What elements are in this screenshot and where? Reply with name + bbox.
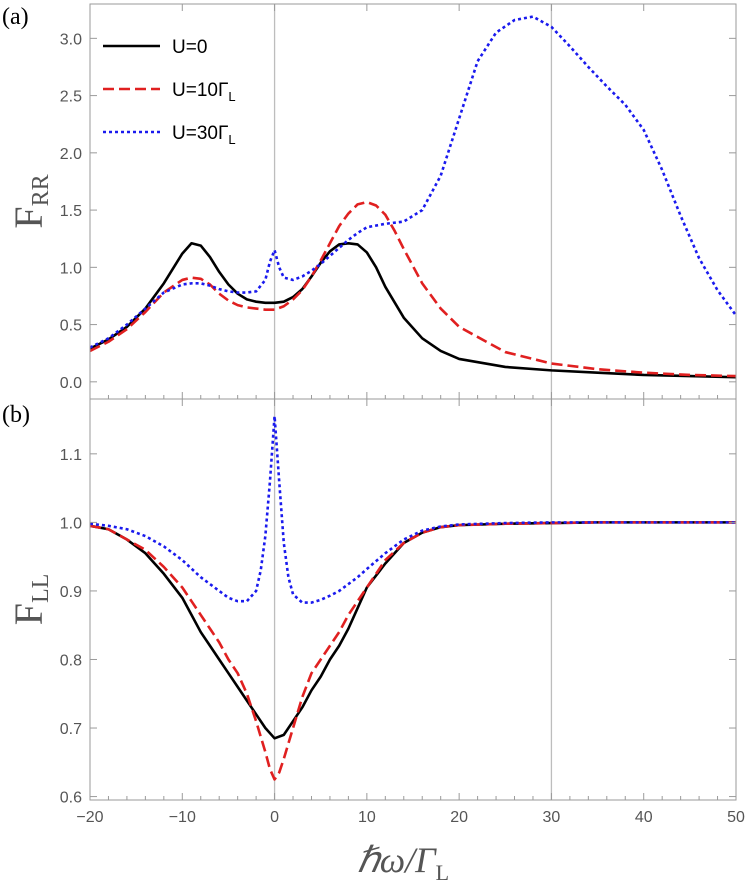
panel-b-series-2 xyxy=(89,414,736,604)
panel-b-series-1 xyxy=(89,521,736,781)
panel-a: (a) 0.0 0.5 1.0 1.5 2.0 2.5 3.0 FRR U=0 U=10ΓL… xyxy=(2,3,738,400)
x-axis-title: ℏω/ΓL xyxy=(357,840,449,885)
x-tick-label: 10 xyxy=(358,809,376,826)
panel-a-legend: U=0 U=10ΓL U=30ΓL xyxy=(103,37,236,147)
x-tick-label: 40 xyxy=(635,809,653,826)
panel-b-y-tick-label: 1.1 xyxy=(60,447,82,464)
panel-b-y-tick-label: 0.8 xyxy=(60,652,82,669)
panel-a-series-2 xyxy=(89,15,738,349)
panel-a-y-tick-label: 1.0 xyxy=(60,260,82,277)
x-tick-label: 0 xyxy=(270,809,279,826)
panel-a-series-1 xyxy=(89,200,737,378)
panel-a-y-tick-label: 0.0 xyxy=(60,375,82,392)
legend-label-u30: U=30ΓL xyxy=(172,123,236,147)
x-tick-label: −20 xyxy=(76,809,103,826)
panel-b-frame xyxy=(89,398,737,801)
panel-b-label: (b) xyxy=(2,402,30,428)
x-tick-label: 50 xyxy=(727,809,745,826)
panel-a-series-0 xyxy=(89,241,737,379)
panel-a-ylabel: FRR xyxy=(6,174,54,228)
panel-a-label: (a) xyxy=(2,4,29,30)
panel-b-series-0 xyxy=(89,521,736,740)
panel-a-y-tick-label: 2.5 xyxy=(60,89,82,106)
panel-b-y-tick-label: 0.9 xyxy=(60,584,82,601)
panel-a-y-tick-label: 0.5 xyxy=(60,318,82,335)
panel-a-y-tick-label: 1.5 xyxy=(60,203,82,220)
panel-b-y-tick-label: 0.7 xyxy=(60,721,82,738)
panel-a-y-tick-label: 2.0 xyxy=(60,146,82,163)
panel-b-ylabel: FLL xyxy=(6,574,54,626)
panel-a-frame xyxy=(89,3,737,400)
panel-b: (b) −20 −10 0 10 20 30 40 500.60.70.80.91.01.1 … xyxy=(2,398,745,885)
panel-b-y-tick-label: 1.0 xyxy=(60,515,82,532)
legend-label-u10: U=10ΓL xyxy=(172,80,236,104)
legend-label-u0: U=0 xyxy=(172,37,207,58)
x-tick-label: −10 xyxy=(169,809,196,826)
panel-b-y-tick-label: 0.6 xyxy=(60,790,82,807)
x-tick-label: 20 xyxy=(450,809,468,826)
x-tick-label: 30 xyxy=(543,809,561,826)
panel-a-y-tick-label: 3.0 xyxy=(60,31,82,48)
